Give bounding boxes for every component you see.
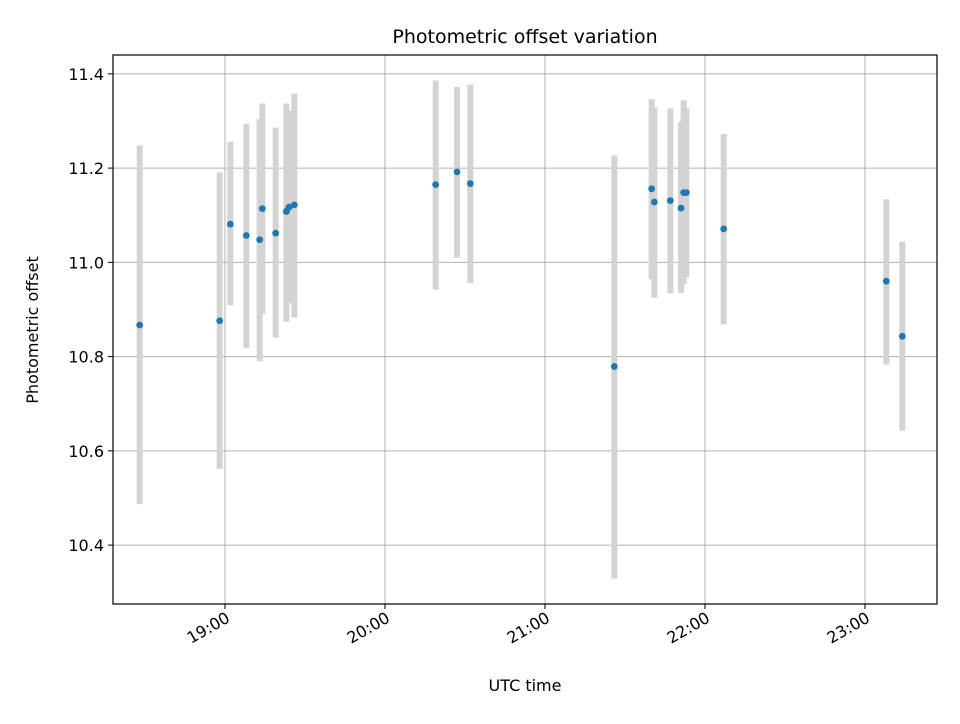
x-axis-label: UTC time [489,676,562,695]
y-axis-label: Photometric offset [23,256,42,404]
data-point [285,203,293,211]
data-point [272,229,280,237]
data-point [610,363,618,370]
data-point [453,168,461,176]
data-point [432,181,440,188]
y-tick-label: 10.6 [68,442,104,461]
data-point [720,225,728,233]
data-points [136,168,906,370]
data-point [242,232,250,239]
y-tick-label: 11.0 [68,253,104,272]
data-point [258,205,266,213]
data-point [650,198,658,206]
data-point [290,201,298,209]
data-point [136,321,144,329]
data-point [898,332,906,340]
y-tick-label: 11.2 [68,159,104,178]
chart-title: Photometric offset variation [392,26,657,48]
data-point [882,277,890,285]
data-point [677,204,685,212]
grid-lines [113,55,937,604]
data-point [216,317,224,325]
data-point [648,185,656,193]
data-point [666,197,674,205]
y-tick-label: 10.8 [68,348,104,367]
y-tick-label: 11.4 [68,65,104,84]
data-point [256,236,264,244]
data-point [466,180,474,188]
data-point [226,220,234,228]
plot-area-frame [112,54,938,605]
y-tick-label: 10.4 [68,536,104,555]
data-point [682,189,690,197]
